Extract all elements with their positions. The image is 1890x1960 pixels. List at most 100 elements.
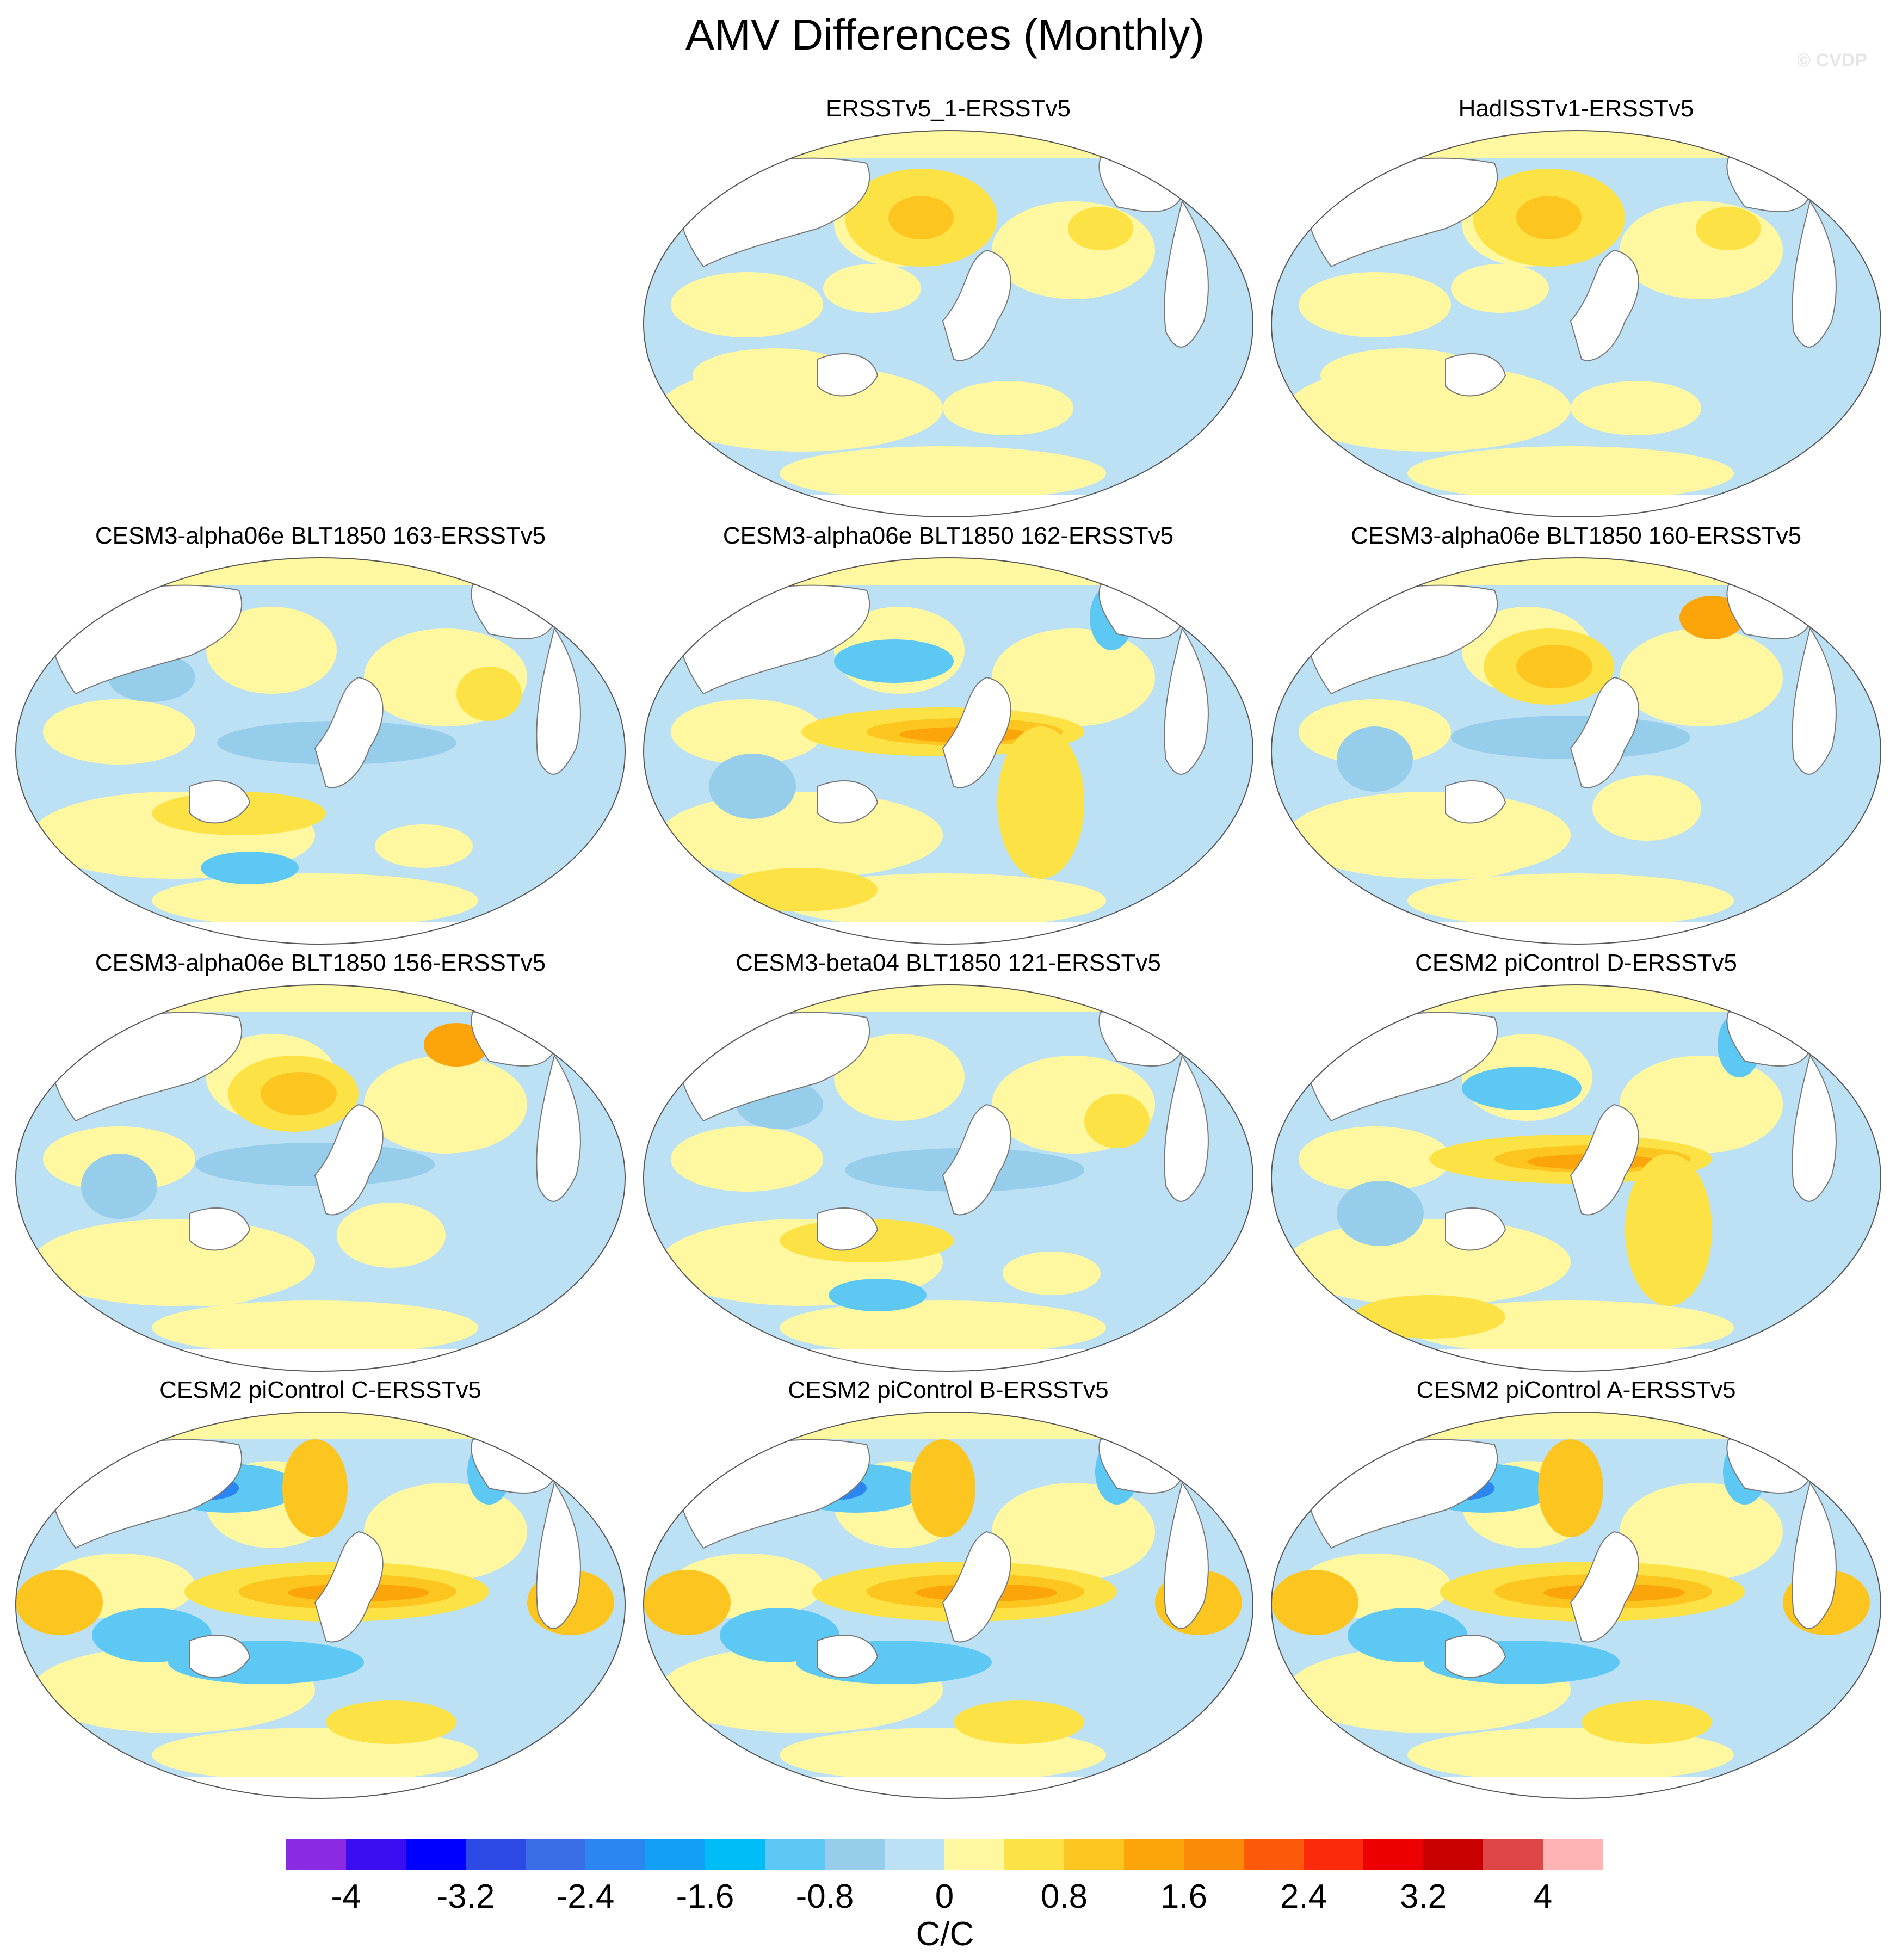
colorbar-swatch [1363, 1839, 1424, 1870]
continent-outline [1792, 200, 1837, 348]
field-contour [456, 667, 522, 721]
panel-title: CESM3-alpha06e BLT1850 160-ERSSTv5 [1350, 522, 1802, 549]
field-contour [1592, 775, 1701, 841]
field-contour [1462, 1067, 1582, 1110]
field-contour [1337, 1181, 1424, 1246]
continent-outline [817, 1207, 879, 1251]
robinson-map [643, 984, 1253, 1372]
continent-outline [1445, 1207, 1506, 1251]
colorbar-tick-label: 0.8 [1040, 1878, 1088, 1915]
robinson-map [15, 1412, 626, 1799]
map-panel: CESM2 piControl C-ERSSTv5 [10, 1374, 631, 1804]
continent-outline [1570, 676, 1639, 788]
field-contour [261, 1072, 337, 1115]
field-contour [992, 1483, 1155, 1581]
continent-outline [1164, 627, 1209, 775]
panel-title: CESM3-alpha06e BLT1850 163-ERSSTv5 [95, 522, 546, 549]
field-layer [1271, 131, 1881, 517]
colorbar-tick-label: 3.2 [1399, 1878, 1447, 1915]
antarctic-mask [1271, 922, 1881, 944]
continent-outline [536, 1481, 581, 1629]
field-contour [326, 1700, 456, 1744]
field-layer [1271, 1412, 1881, 1798]
continent-outline [1445, 780, 1506, 824]
colorbar-swatch [526, 1839, 586, 1870]
robinson-map [1271, 1412, 1881, 1799]
panel-title: CESM3-beta04 BLT1850 121-ERSSTv5 [736, 950, 1161, 976]
map-border [1271, 984, 1881, 1372]
colorbar-swatch [1244, 1839, 1304, 1870]
figure-title: AMV Differences (Monthly) [685, 10, 1205, 59]
colorbar-swatch [944, 1839, 1005, 1870]
field-contour [364, 1056, 527, 1154]
field-contour [780, 446, 1106, 501]
antarctic-mask [1271, 1777, 1881, 1798]
antarctic-mask [16, 1777, 625, 1798]
field-contour [709, 754, 796, 819]
field-contour [1084, 1094, 1150, 1148]
field-contour [823, 264, 921, 313]
colorbar-swatch [466, 1839, 526, 1870]
robinson-map [643, 130, 1253, 517]
map-panel: CESM2 piControl D-ERSSTv5 [1266, 947, 1886, 1377]
colorbar-swatch [1064, 1839, 1125, 1870]
robinson-map [15, 984, 626, 1372]
field-contour [888, 196, 954, 239]
field-contour [954, 1700, 1084, 1744]
continent-outline [817, 780, 879, 824]
field-contour [671, 699, 823, 765]
continent-outline [1570, 1104, 1639, 1216]
antarctic-mask [1271, 495, 1881, 517]
field-contour [992, 201, 1155, 299]
field-contour [1337, 726, 1413, 792]
field-contour [1299, 1126, 1451, 1192]
field-contour [92, 1608, 212, 1662]
field-contour [141, 1262, 271, 1306]
map-border [15, 1412, 626, 1799]
continent-outline [314, 1531, 384, 1643]
colorbar-swatch [1423, 1839, 1484, 1870]
robinson-map [1271, 984, 1881, 1372]
map-border [15, 984, 626, 1372]
field-contour [1679, 596, 1745, 639]
colorbar-tick-label: -2.4 [556, 1878, 615, 1915]
field-contour [1620, 1483, 1783, 1581]
field-contour [1538, 1439, 1603, 1537]
field-contour [997, 726, 1084, 879]
map-panel: CESM3-beta04 BLT1850 121-ERSSTv5 [638, 947, 1258, 1377]
field-layer [16, 558, 625, 944]
colorbar-tick-label: -4 [331, 1878, 361, 1915]
robinson-map [1271, 130, 1881, 517]
continent-outline [942, 1531, 1011, 1643]
continent-outline [1792, 627, 1837, 775]
continent-outline [817, 353, 879, 397]
continent-outline [1792, 1054, 1837, 1202]
field-contour [43, 699, 195, 765]
panel-title: ERSSTv5_1-ERSSTv5 [826, 95, 1071, 122]
colorbar-tick-label: 4 [1533, 1878, 1553, 1915]
robinson-map [15, 557, 626, 945]
colorbar-swatch [406, 1839, 466, 1870]
antarctic-mask [16, 922, 625, 944]
colorbar-swatch [705, 1839, 765, 1870]
continent-outline [1570, 1531, 1639, 1643]
colorbar-swatch [1483, 1839, 1543, 1870]
field-layer [16, 1412, 625, 1798]
cvdp-watermark: © CVDP [1797, 50, 1867, 71]
field-contour [364, 1483, 527, 1581]
continent-outline [942, 1104, 1011, 1216]
field-contour [201, 852, 299, 884]
antarctic-mask [644, 1777, 1253, 1798]
colorbar [286, 1839, 1603, 1870]
colorbar-swatch [765, 1839, 825, 1870]
field-contour [152, 1300, 478, 1355]
colorbar-swatch [1543, 1839, 1603, 1870]
antarctic-mask [644, 495, 1253, 517]
continent-outline [1792, 1481, 1837, 1629]
field-contour [1516, 645, 1592, 688]
continent-outline [1164, 1481, 1209, 1629]
colorbar-swatch [1304, 1839, 1364, 1870]
continent-outline [942, 676, 1011, 788]
robinson-map [1271, 557, 1881, 945]
field-contour [834, 639, 954, 683]
